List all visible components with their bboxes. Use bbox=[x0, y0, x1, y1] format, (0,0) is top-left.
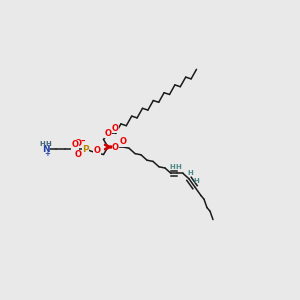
Text: O: O bbox=[112, 142, 119, 152]
Text: H: H bbox=[188, 170, 194, 176]
Text: O: O bbox=[119, 137, 127, 146]
Text: +: + bbox=[44, 151, 50, 157]
Text: O: O bbox=[93, 146, 100, 155]
Text: H: H bbox=[169, 164, 175, 170]
Text: O: O bbox=[75, 150, 82, 159]
Text: O: O bbox=[112, 124, 119, 133]
Text: N: N bbox=[42, 145, 50, 154]
Text: H: H bbox=[194, 178, 200, 184]
Text: –: – bbox=[80, 136, 85, 146]
Text: P: P bbox=[82, 145, 89, 154]
Text: H: H bbox=[176, 164, 182, 170]
Text: H: H bbox=[46, 141, 52, 147]
Text: O: O bbox=[104, 129, 112, 138]
Text: H: H bbox=[40, 141, 46, 147]
Text: O: O bbox=[75, 139, 82, 148]
Text: O: O bbox=[71, 140, 78, 149]
